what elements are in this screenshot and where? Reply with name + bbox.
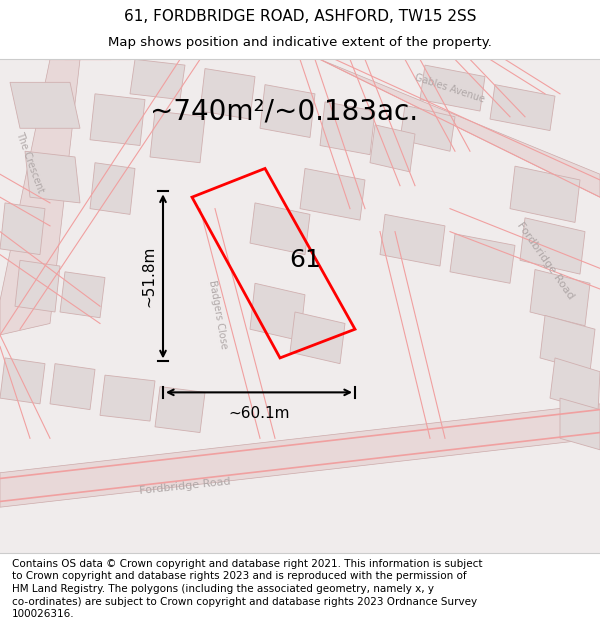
Polygon shape [155, 387, 205, 432]
Polygon shape [150, 111, 205, 162]
Polygon shape [90, 94, 145, 146]
Text: Map shows position and indicative extent of the property.: Map shows position and indicative extent… [108, 36, 492, 49]
Polygon shape [560, 398, 600, 450]
Polygon shape [370, 125, 415, 172]
Polygon shape [320, 59, 600, 197]
Polygon shape [0, 59, 80, 335]
Polygon shape [50, 364, 95, 409]
Polygon shape [250, 203, 310, 254]
Polygon shape [320, 102, 375, 154]
Text: Gables Avenue: Gables Avenue [414, 72, 486, 104]
Polygon shape [260, 84, 315, 138]
Text: HM Land Registry. The polygons (including the associated geometry, namely x, y: HM Land Registry. The polygons (includin… [12, 584, 434, 594]
Polygon shape [0, 358, 45, 404]
Polygon shape [200, 69, 255, 119]
Polygon shape [490, 84, 555, 131]
Text: ~740m²/~0.183ac.: ~740m²/~0.183ac. [150, 97, 418, 125]
Polygon shape [250, 283, 305, 341]
Text: The Crescent: The Crescent [14, 131, 46, 194]
Polygon shape [15, 261, 60, 312]
Text: 61: 61 [289, 248, 321, 272]
Polygon shape [290, 312, 345, 364]
Text: Fordbridge Road: Fordbridge Road [515, 220, 575, 301]
Polygon shape [0, 203, 45, 254]
Text: ~51.8m: ~51.8m [142, 246, 157, 307]
Polygon shape [450, 234, 515, 283]
Polygon shape [300, 169, 365, 220]
Text: Badgers Close: Badgers Close [207, 279, 229, 349]
Polygon shape [10, 82, 80, 128]
Polygon shape [25, 151, 80, 203]
Polygon shape [520, 218, 585, 274]
Polygon shape [380, 214, 445, 266]
Text: ~60.1m: ~60.1m [228, 406, 290, 421]
Polygon shape [60, 272, 105, 318]
Polygon shape [100, 375, 155, 421]
Polygon shape [130, 59, 185, 99]
Polygon shape [530, 269, 590, 326]
Text: to Crown copyright and database rights 2023 and is reproduced with the permissio: to Crown copyright and database rights 2… [12, 571, 467, 581]
Text: Contains OS data © Crown copyright and database right 2021. This information is : Contains OS data © Crown copyright and d… [12, 559, 482, 569]
Polygon shape [0, 404, 600, 508]
Polygon shape [400, 105, 455, 151]
Text: 100026316.: 100026316. [12, 609, 74, 619]
Polygon shape [90, 162, 135, 214]
Polygon shape [510, 166, 580, 222]
Polygon shape [540, 316, 595, 372]
Text: 61, FORDBRIDGE ROAD, ASHFORD, TW15 2SS: 61, FORDBRIDGE ROAD, ASHFORD, TW15 2SS [124, 9, 476, 24]
Polygon shape [420, 65, 485, 111]
Polygon shape [550, 358, 600, 412]
Text: Fordbridge Road: Fordbridge Road [139, 477, 231, 496]
Text: co-ordinates) are subject to Crown copyright and database rights 2023 Ordnance S: co-ordinates) are subject to Crown copyr… [12, 597, 477, 607]
